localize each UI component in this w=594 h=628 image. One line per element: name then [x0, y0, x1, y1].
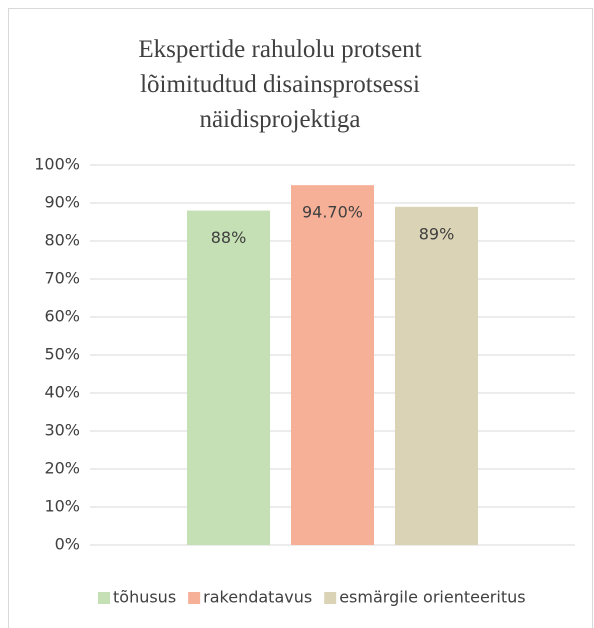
chart-frame — [8, 8, 593, 628]
data-label: 89% — [419, 224, 455, 243]
bar — [395, 206, 478, 546]
y-tick-label: 10% — [44, 497, 80, 516]
y-tick-label: 80% — [44, 231, 80, 250]
data-label: 94.70% — [302, 203, 363, 222]
y-tick-label: 60% — [44, 307, 80, 326]
legend-label: esmärgile orienteeritus — [339, 588, 525, 607]
legend-swatch — [98, 592, 110, 604]
y-tick-label: 40% — [44, 383, 80, 402]
y-tick-label: 70% — [44, 269, 80, 288]
y-tick-label: 0% — [55, 535, 80, 554]
y-tick-label: 20% — [44, 459, 80, 478]
legend-swatch — [324, 592, 337, 604]
chart-title: Ekspertide rahulolu protsent lõimitudtud… — [138, 36, 422, 133]
bar — [291, 185, 374, 545]
y-tick-label: 50% — [44, 345, 80, 364]
legend-label: tõhusus — [113, 588, 176, 607]
y-tick-label: 30% — [44, 421, 80, 440]
y-tick-label: 100% — [34, 155, 80, 174]
y-tick-label: 90% — [44, 193, 80, 212]
bar — [187, 210, 270, 545]
legend-label: rakendatavus — [203, 588, 312, 607]
legend-swatch — [188, 592, 201, 604]
data-label: 88% — [211, 228, 247, 247]
